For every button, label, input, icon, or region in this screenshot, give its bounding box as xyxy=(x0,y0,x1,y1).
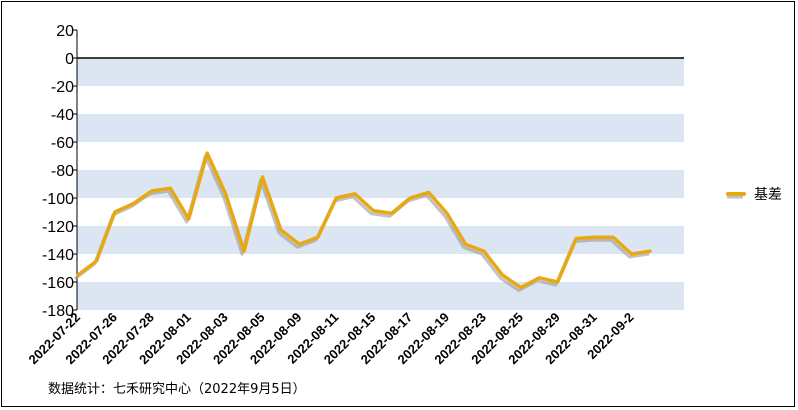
legend-label: 基差 xyxy=(754,186,782,203)
y-tick-label: -100 xyxy=(42,191,74,208)
series-shadow xyxy=(74,154,650,293)
y-tick-label: -140 xyxy=(42,247,74,264)
y-tick-label: -40 xyxy=(51,107,74,124)
background-band xyxy=(77,58,684,86)
y-tick-label: -20 xyxy=(51,79,74,96)
series-line-basis xyxy=(76,151,652,290)
y-tick-label: -160 xyxy=(42,275,74,292)
legend: 基差 xyxy=(726,186,782,203)
y-tick-label: -120 xyxy=(42,219,74,236)
y-tick-label: -80 xyxy=(51,163,74,180)
background-band xyxy=(77,170,684,198)
y-tick-label: 20 xyxy=(56,23,74,40)
y-axis-ticks: 20 0 -20 -40 -60 -80 -100 -120 -140 -160 -180 xyxy=(42,23,77,320)
background-band xyxy=(77,282,684,310)
background-bands xyxy=(77,58,684,310)
y-tick-label: -180 xyxy=(42,303,74,320)
background-band xyxy=(77,114,684,142)
x-axis-ticks: 2022-07-222022-07-262022-07-282022-08-01… xyxy=(25,310,636,368)
y-tick-label: 0 xyxy=(65,51,74,68)
y-tick-label: -60 xyxy=(51,135,74,152)
source-note: 数据统计：七禾研究中心（2022年9月5日） xyxy=(48,382,306,397)
series-layer xyxy=(74,151,652,293)
